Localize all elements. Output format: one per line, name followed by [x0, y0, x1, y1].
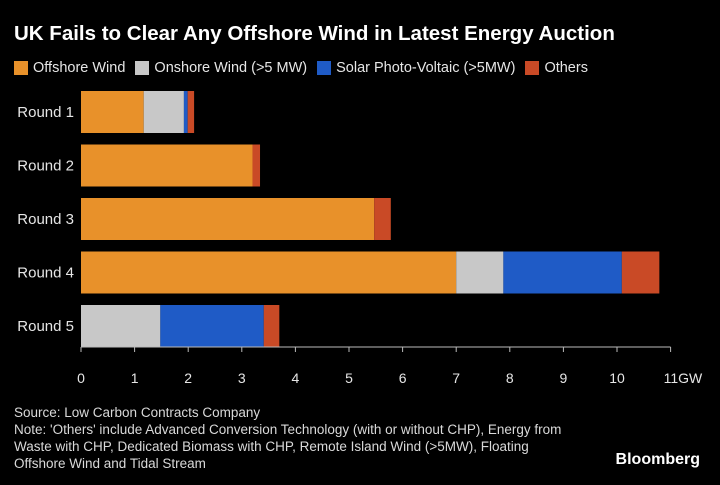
x-tick-label: 0 [77, 370, 85, 386]
x-tick-label: 5 [345, 370, 353, 386]
source-note: Source: Low Carbon Contracts Company [14, 405, 261, 420]
bar-segment [252, 144, 261, 187]
bar-segment [263, 305, 280, 347]
legend-label-onshore-wind: Onshore Wind (>5 MW) [154, 60, 308, 76]
bar-segment [621, 251, 660, 294]
legend-label-offshore-wind: Offshore Wind [33, 60, 126, 76]
bar-segment [143, 91, 184, 133]
legend-swatch-others [525, 61, 540, 75]
legend-swatch-offshore-wind [14, 61, 28, 75]
x-tick-label: 10 [609, 370, 625, 386]
legend-swatch-solar-pv [317, 61, 332, 75]
bar-segment [81, 251, 457, 294]
legend-label-others: Others [544, 60, 588, 76]
legend-label-solar-pv: Solar Photo-Voltaic (>5MW) [336, 60, 516, 76]
chart-footer: Source: Low Carbon Contracts Company Not… [14, 404, 574, 472]
footnote: Note: 'Others' include Advanced Conversi… [14, 422, 562, 471]
x-tick-label: 3 [238, 370, 246, 386]
category-label: Round 5 [17, 318, 74, 335]
bar-segment [183, 91, 188, 133]
x-tick-label: 9 [560, 370, 568, 386]
x-tick-label: 11GW [664, 370, 703, 386]
legend-swatch-onshore-wind [135, 61, 150, 75]
category-label: Round 4 [17, 265, 74, 282]
bloomberg-logo: Bloomberg [615, 451, 700, 468]
x-tick-label: 4 [292, 370, 300, 386]
bar-segment [374, 198, 391, 240]
x-tick-label: 1 [131, 370, 139, 386]
category-label: Round 3 [17, 211, 74, 228]
category-label: Round 2 [17, 158, 74, 175]
bar-segment [81, 91, 144, 133]
bar-segment [160, 305, 264, 347]
legend-item-onshore-wind: Onshore Wind (>5 MW) [135, 60, 307, 76]
legend-item-others: Others [525, 60, 588, 76]
bar-segment [81, 305, 161, 347]
legend-item-solar-pv: Solar Photo-Voltaic (>5MW) [317, 60, 515, 76]
bar-segment [81, 198, 375, 240]
bar-segment [503, 251, 622, 294]
legend: Offshore Wind Onshore Wind (>5 MW) Solar… [14, 60, 598, 76]
x-tick-label: 6 [399, 370, 407, 386]
x-tick-label: 7 [452, 370, 460, 386]
bar-segment [187, 91, 195, 133]
bar-segment [81, 144, 253, 187]
bar-segment [456, 251, 504, 294]
bar-chart: Round 1 Round 2 Round 3 Round 4 Round 5 0 1 2 3 4… [17, 91, 703, 386]
legend-item-offshore-wind: Offshore Wind [14, 60, 125, 76]
chart-title: UK Fails to Clear Any Offshore Wind in L… [14, 22, 615, 45]
x-tick-label: 2 [184, 370, 192, 386]
x-tick-label: 8 [506, 370, 514, 386]
category-label: Round 1 [17, 104, 74, 121]
